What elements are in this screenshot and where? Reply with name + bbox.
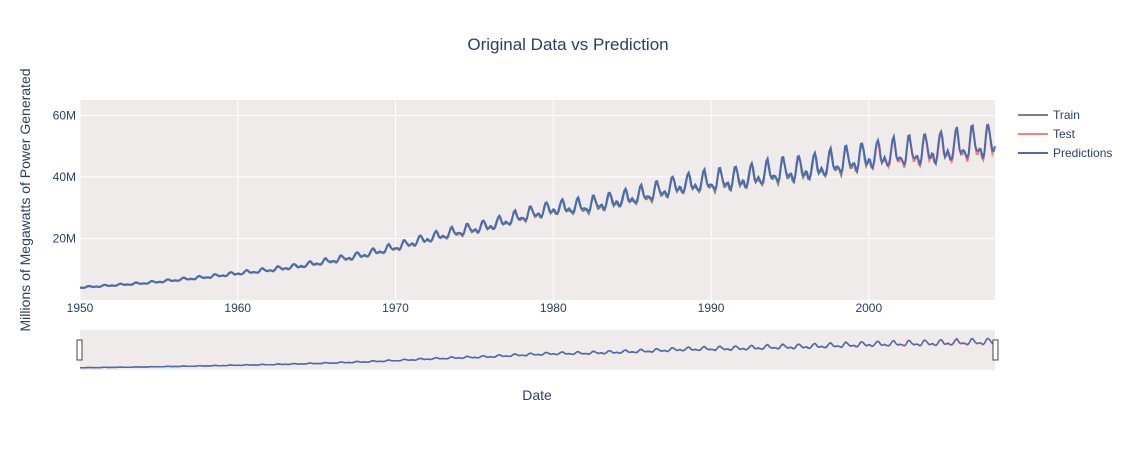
x-tick-label: 1960: [224, 301, 251, 315]
series-lines: [79, 122, 996, 290]
y-axis-label: Millions of Megawatts of Power Generated: [17, 68, 33, 331]
range-slider-line-predictions: [80, 337, 996, 369]
legend-label-predictions[interactable]: Predictions: [1053, 146, 1112, 160]
range-slider-left-handle[interactable]: [76, 339, 83, 361]
range-slider[interactable]: [80, 330, 995, 370]
range-slider-right-handle[interactable]: [992, 339, 999, 361]
y-tick-label: 60M: [53, 108, 76, 122]
x-tick-label: 1970: [382, 301, 409, 315]
x-tick-label: 1950: [67, 301, 94, 315]
gridlines: [79, 100, 995, 300]
x-axis-label: Date: [522, 387, 552, 403]
legend: Train Test Predictions: [1018, 108, 1112, 160]
x-tick-label: 1980: [540, 301, 567, 315]
y-axis-ticks: 20M 40M 60M: [53, 108, 76, 245]
x-tick-label: 2000: [855, 301, 882, 315]
x-tick-label: 1990: [698, 301, 725, 315]
chart-title: Original Data vs Prediction: [467, 35, 668, 54]
y-tick-label: 40M: [53, 170, 76, 184]
range-slider-lines: [80, 337, 996, 369]
legend-label-train[interactable]: Train: [1053, 108, 1080, 122]
series-line-predictions: [79, 123, 996, 289]
y-tick-label: 20M: [53, 231, 76, 245]
legend-label-test[interactable]: Test: [1053, 127, 1076, 141]
plot-area[interactable]: [80, 100, 995, 300]
x-axis-ticks: 1950 1960 1970 1980 1990 2000: [67, 301, 883, 315]
